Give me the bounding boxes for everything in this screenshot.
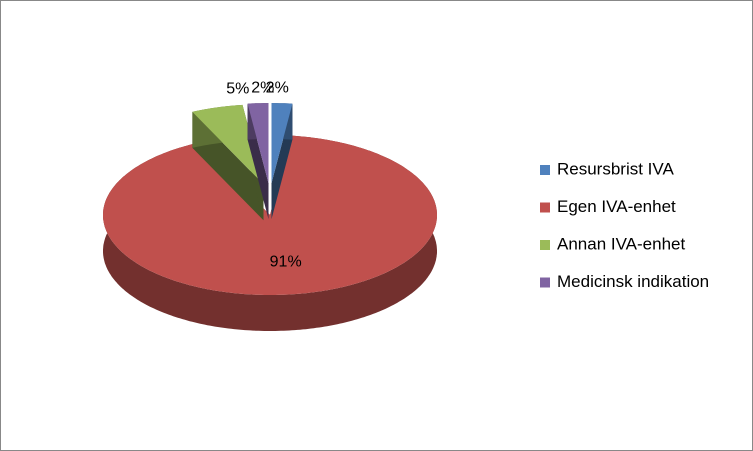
slice: [192, 104, 264, 185]
data-label: 2%: [251, 79, 274, 96]
legend-swatch: [540, 277, 550, 288]
slice: [247, 103, 269, 184]
legend-swatch: [540, 240, 550, 250]
legend-swatch: [540, 165, 550, 175]
legend-label: Egen IVA-enhet: [557, 197, 676, 216]
legend-swatch: [540, 202, 550, 213]
legend-label: Annan IVA-enhet: [557, 234, 685, 253]
data-label: 5%: [226, 80, 249, 97]
legend-label: Resursbrist IVA: [557, 159, 674, 178]
slice: [271, 103, 293, 184]
slice: [103, 135, 437, 295]
data-label: 91%: [270, 254, 302, 271]
legend-label: Medicinsk indikation: [557, 272, 709, 291]
data-label: 2%: [266, 79, 289, 96]
